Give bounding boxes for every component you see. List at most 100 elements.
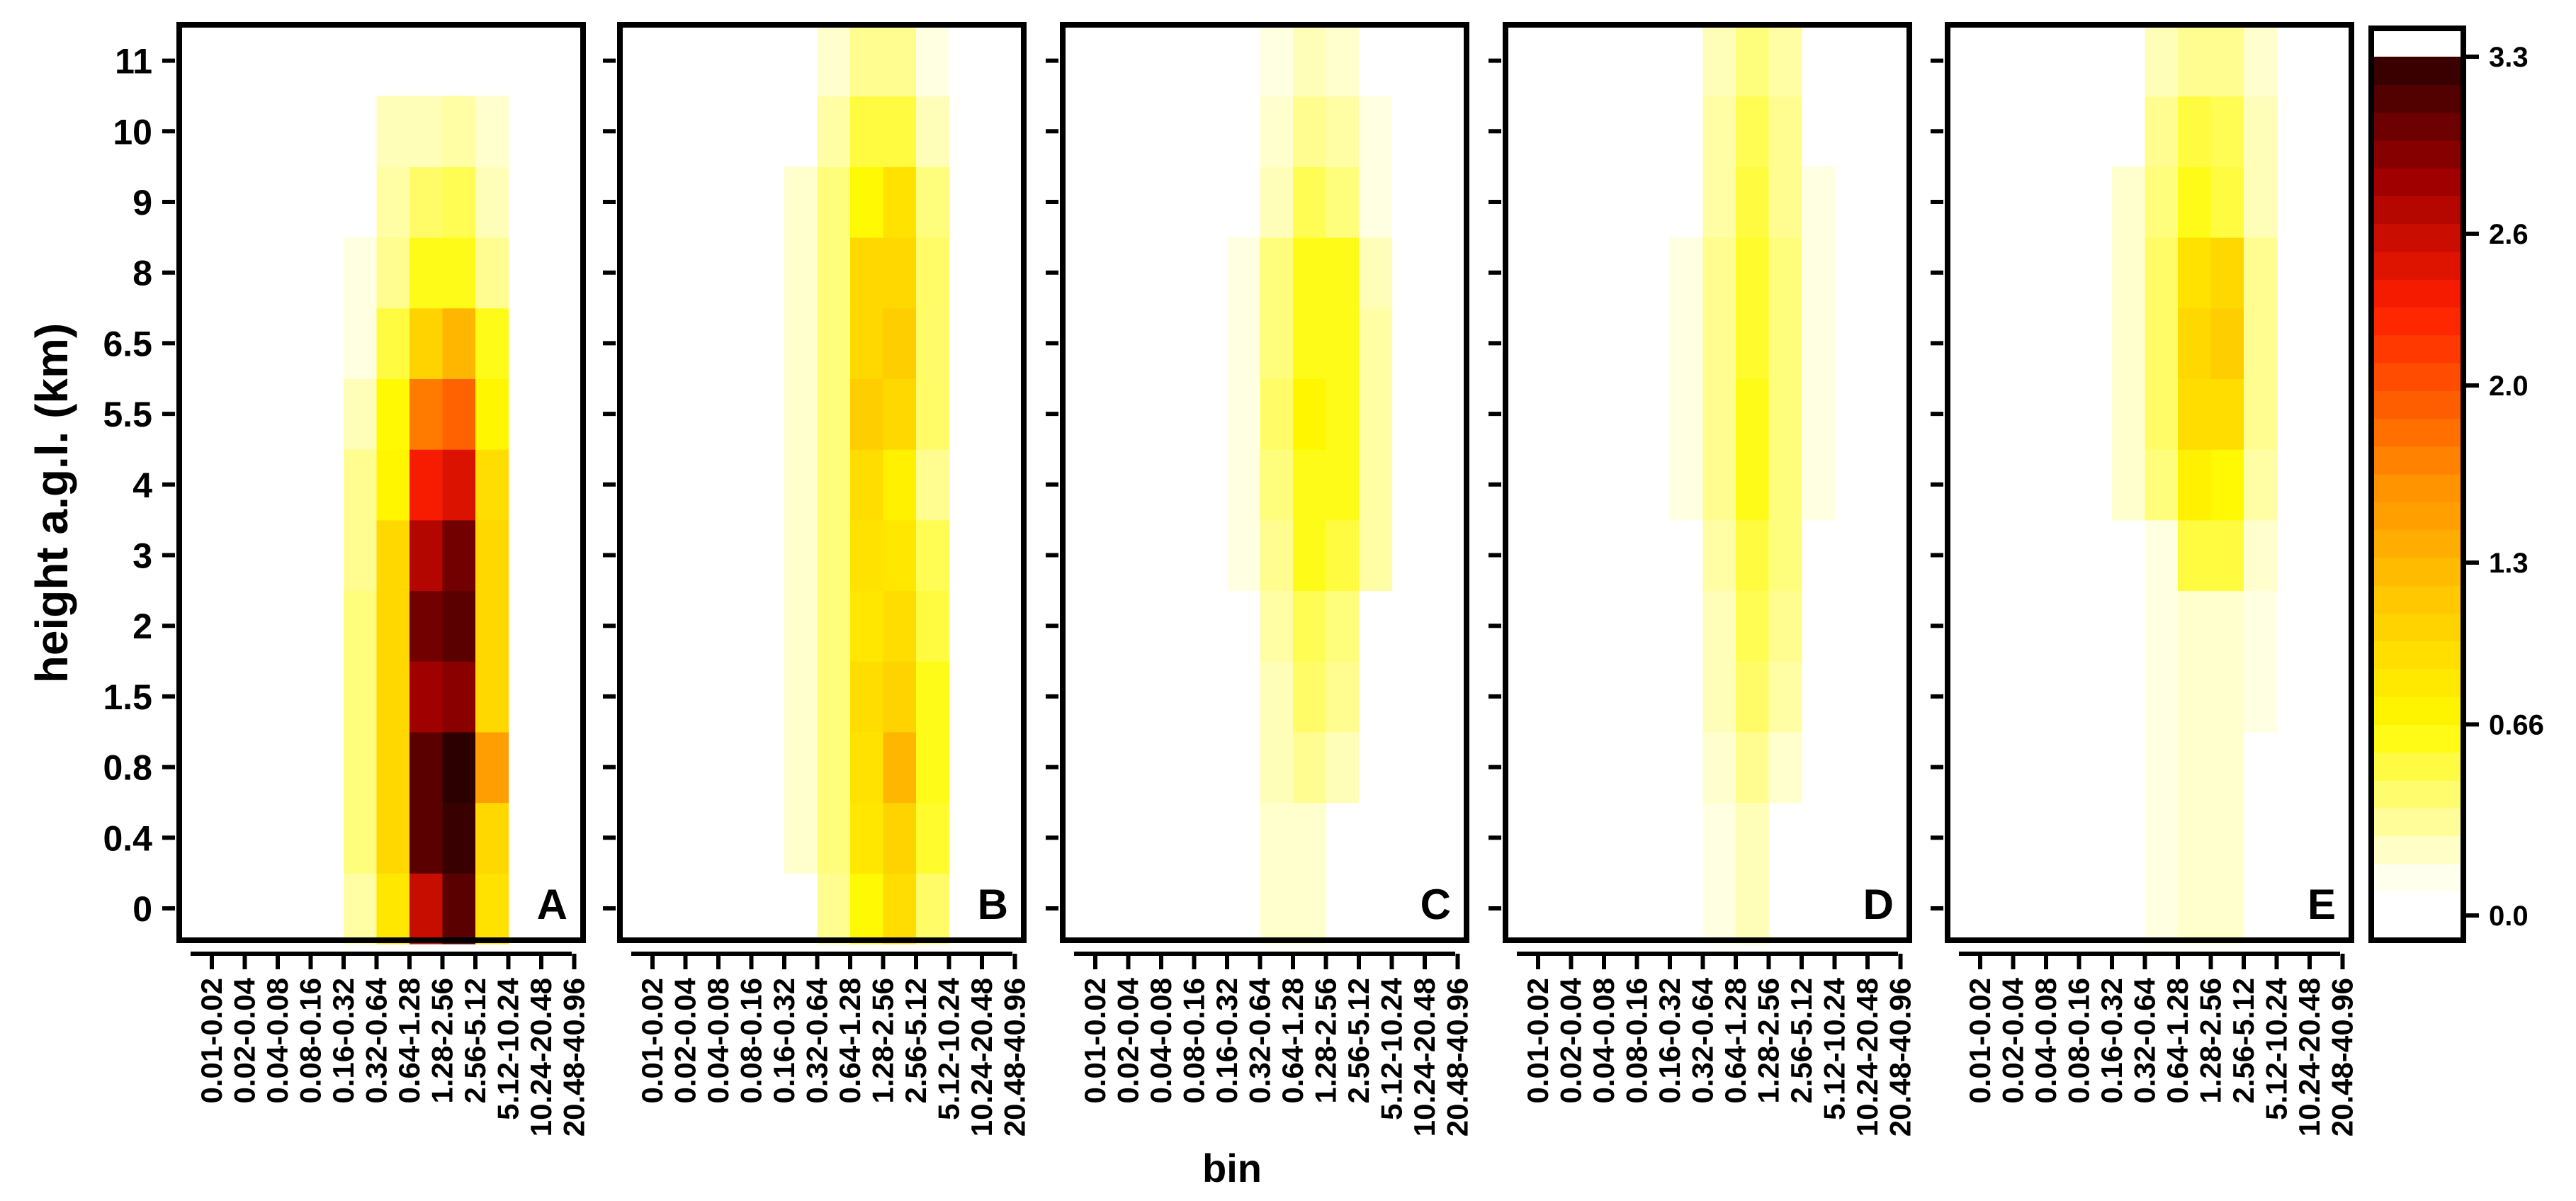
heatmap-cell [2210, 802, 2244, 874]
colorbar-segment [2371, 168, 2463, 196]
heatmap-cell [2210, 731, 2244, 804]
heatmap-cell [883, 378, 917, 450]
heatmap-cell [1736, 590, 1770, 662]
heatmap-cell [850, 237, 884, 309]
heatmap-cell [1670, 449, 1704, 521]
heatmap-cell [344, 449, 378, 521]
x-tick-label: 0.04-0.08 [2029, 978, 2062, 1103]
heatmap-cell [2145, 802, 2179, 874]
heatmap-cell [1359, 519, 1393, 592]
heatmap-cell [817, 731, 851, 804]
heatmap-cell [1768, 25, 1802, 97]
colorbar-segment [2371, 585, 2463, 614]
heatmap-cell [475, 731, 509, 804]
x-tick-label: 1.28-2.56 [426, 978, 459, 1103]
heatmap-cell [850, 25, 884, 97]
axes-layer: 0.01-0.02 0.02-0.04 0.04-0.08 0.08-0.16 0.16… [103, 42, 2358, 1137]
panel-A [344, 96, 509, 945]
x-tick-label: 0.01-0.02 [1078, 978, 1112, 1103]
x-tick-label: 0.04-0.08 [261, 978, 294, 1103]
panel-label: A [537, 881, 567, 928]
y-tick-label: 0 [132, 889, 152, 929]
heatmap-cell [344, 378, 378, 450]
x-tick-label: 10.24-20.48 [1408, 978, 1441, 1137]
heatmap-cell [2244, 378, 2278, 450]
panel-D [1670, 25, 1836, 945]
heatmap-cell [442, 449, 476, 521]
heatmap-cell [817, 802, 851, 874]
x-tick-label: 1.28-2.56 [1309, 978, 1343, 1103]
heatmap-cell [442, 378, 476, 450]
x-tick-label: 0.64-1.28 [833, 978, 866, 1103]
x-tick-label: 0.32-0.64 [801, 977, 834, 1103]
x-tick-label: 20.48-40.96 [1441, 978, 1474, 1137]
colorbar-segment [2371, 251, 2463, 280]
heatmap-cell [1260, 660, 1294, 733]
x-tick-label: 0.02-0.04 [669, 977, 702, 1103]
y-tick-label: 10 [113, 112, 152, 152]
x-tick-label: 5.12-10.24 [2260, 977, 2293, 1120]
heatmap-cell [817, 449, 851, 521]
heatmap-cell [2178, 802, 2212, 874]
heatmap-cell [2145, 378, 2179, 450]
heatmap-cell [409, 590, 444, 662]
x-tick-label: 0.16-0.32 [767, 978, 801, 1103]
heatmap-cell [1260, 802, 1294, 874]
panel-frame [176, 22, 586, 943]
heatmap-cell [784, 449, 818, 521]
heatmap-cell [1260, 449, 1294, 521]
heatmap-cell [883, 802, 917, 874]
heatmap-cell [2244, 590, 2278, 662]
heatmap-cell [2178, 519, 2212, 592]
heatmap-cell [1768, 167, 1802, 238]
heatmap-cell [883, 660, 917, 733]
heatmap-cell [1736, 308, 1770, 379]
colorbar-tick-label: 0.0 [2489, 901, 2529, 932]
heatmap-cell [2145, 167, 2179, 238]
colorbar-segment [2371, 474, 2463, 502]
heatmap-cell [2178, 96, 2212, 167]
heatmap-cell [1702, 308, 1736, 379]
heatmap-cell [1670, 237, 1704, 309]
heatmap-cell [916, 167, 950, 238]
heatmap-cell [2244, 449, 2278, 521]
panel-frame [1503, 22, 1912, 943]
heatmap-cell [344, 590, 378, 662]
heatmap-cell [2244, 25, 2278, 97]
x-tick-label: 0.16-0.32 [2095, 978, 2128, 1103]
heatmap-cell [784, 660, 818, 733]
heatmap-cell [442, 590, 476, 662]
x-tick-label: 2.56-5.12 [899, 978, 932, 1103]
panel-label: C [1420, 881, 1451, 928]
heatmap-cell [850, 378, 884, 450]
heatmap-cell [1768, 519, 1802, 592]
y-tick-label: 5.5 [103, 395, 152, 434]
heatmap-cell [1293, 308, 1327, 379]
heatmap-cell [2210, 873, 2244, 945]
heatmap-cell [1293, 167, 1327, 238]
heatmap-cell [916, 308, 950, 379]
heatmap-cell [409, 731, 444, 804]
x-tick-label: 2.56-5.12 [1785, 978, 1818, 1103]
heatmap-cell [475, 449, 509, 521]
heatmap-cell [409, 802, 444, 874]
heatmap-cell [1359, 449, 1393, 521]
colorbar-segment [2371, 334, 2463, 363]
heatmap-cell [475, 308, 509, 379]
heatmap-cell [344, 802, 378, 874]
heatmap-cell [1702, 378, 1736, 450]
heatmap-cell [2210, 449, 2244, 521]
panel-label: B [978, 881, 1008, 928]
x-tick-label: 0.32-0.64 [360, 977, 393, 1103]
heatmap-cell [1326, 25, 1360, 97]
heatmap-cell [2178, 731, 2212, 804]
heatmap-cell [1293, 802, 1327, 874]
colorbar-segment [2371, 223, 2463, 252]
heatmap-cell [916, 237, 950, 309]
heatmap-cell [817, 590, 851, 662]
heatmap-cell [344, 660, 378, 733]
heatmap-cell [1326, 449, 1360, 521]
heatmap-cell [916, 802, 950, 874]
heatmap-cell [475, 660, 509, 733]
heatmap-cell [2210, 660, 2244, 733]
